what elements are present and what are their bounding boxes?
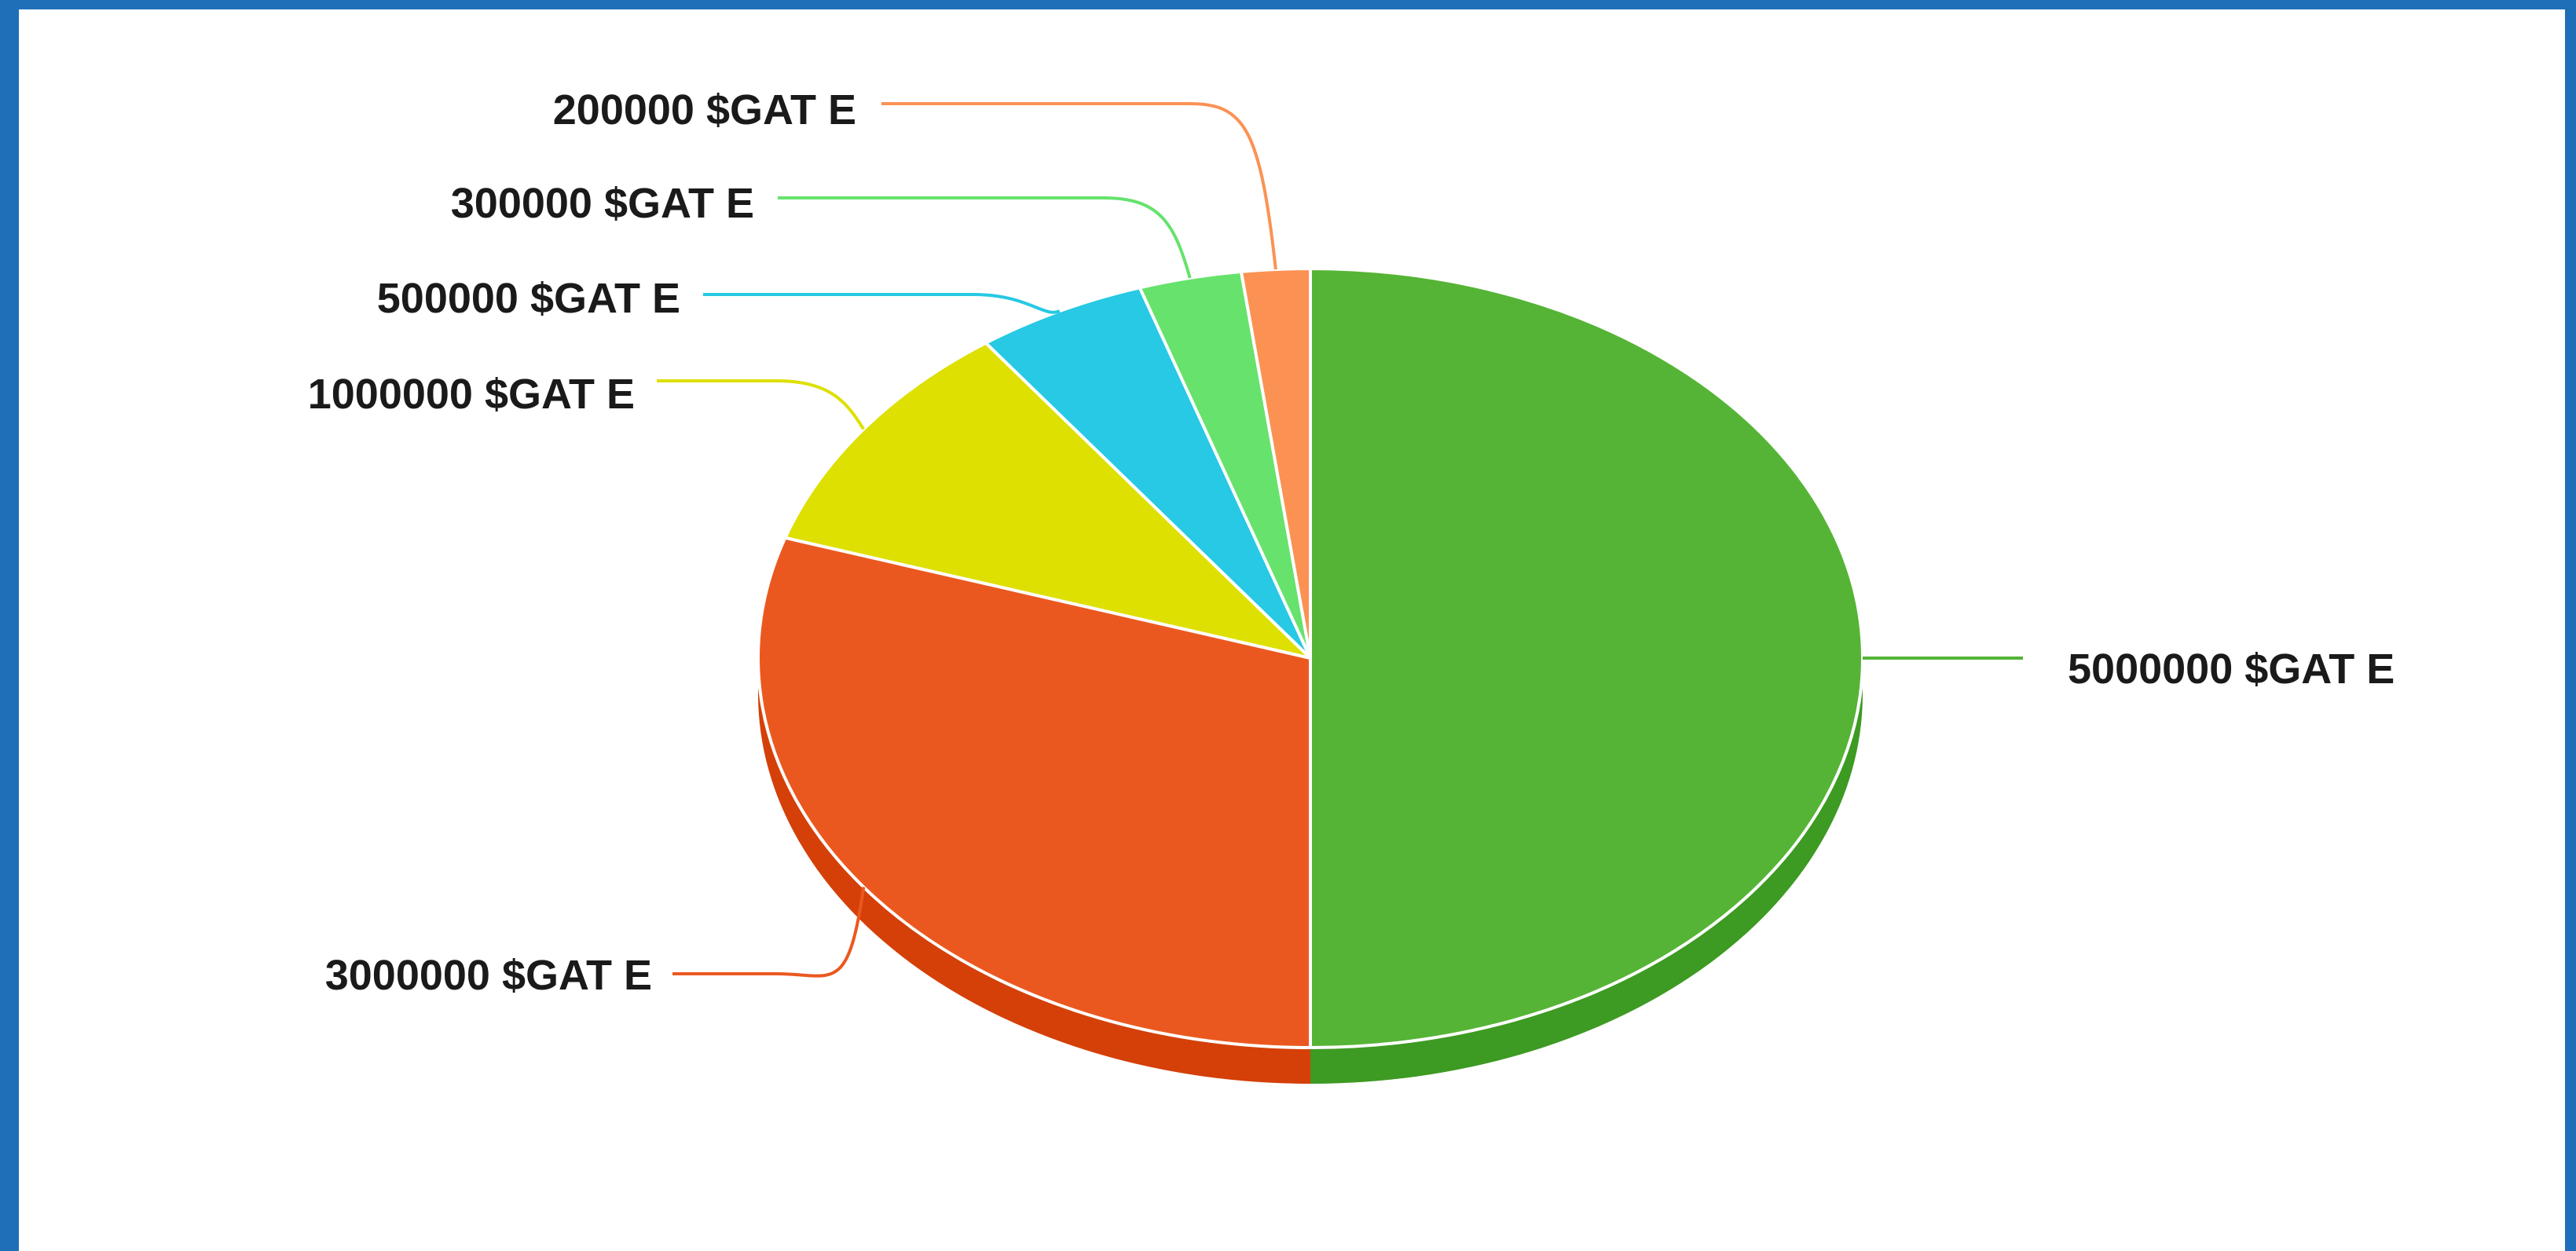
pie-slice[interactable] [1309,267,1864,1049]
leader-line [703,293,1061,314]
pie-slice-side [758,658,1310,1084]
leader-line [657,379,865,430]
slice-label: 200000 $GAT E [553,86,856,134]
slice-label: 1000000 $GAT E [308,371,635,418]
slice-label: 500000 $GAT E [377,275,680,322]
slice-label: 5000000 $GAT E [2068,646,2395,693]
leader-line [672,887,866,978]
pie-slice[interactable] [783,341,1312,660]
pie-depth-group [758,658,1863,1084]
slice-label: 3000000 $GAT E [325,952,652,999]
pie-slice[interactable] [984,286,1312,660]
slice-label: 300000 $GAT E [451,180,754,227]
leader-line [881,102,1277,270]
leader-line [778,196,1192,279]
slice-labels-group: 5000000 $GAT E 3000000 $GAT E 1000000 $GAT… [308,86,2395,999]
pie-slices-group [757,267,1864,1049]
pie-slice-side [1310,658,1863,1084]
leader-lines-group [657,102,2023,978]
